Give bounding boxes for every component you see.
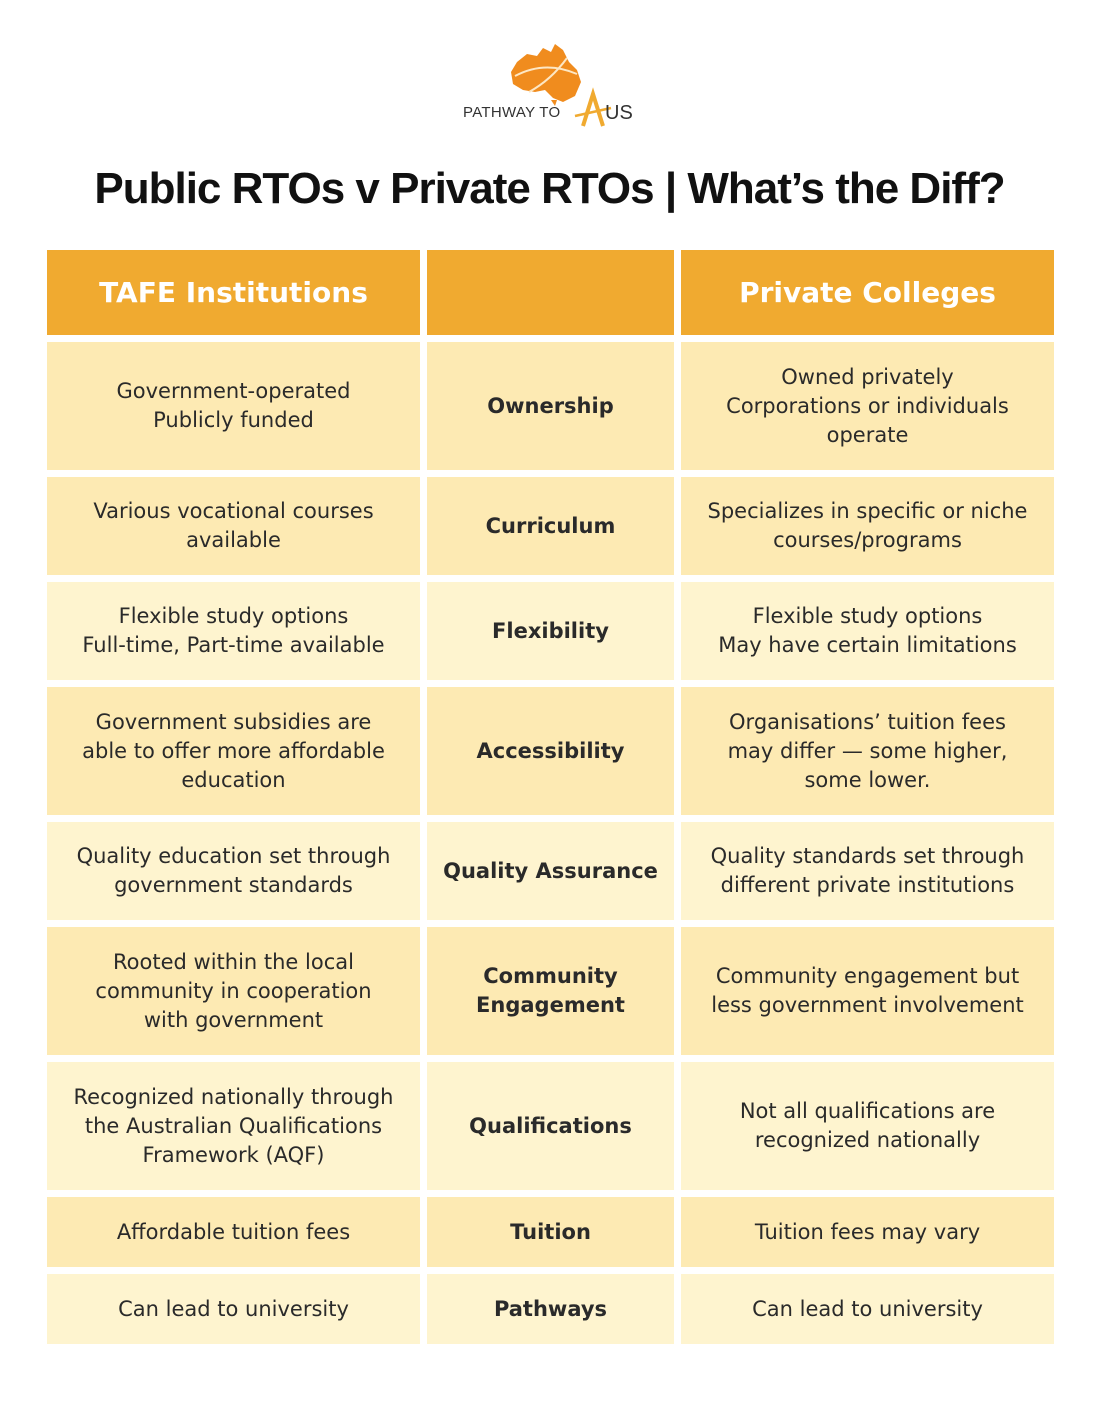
- criteria-qualifications: Qualifications: [427, 1062, 674, 1190]
- page-title: Public RTOs v Private RTOs | What’s the …: [94, 164, 1005, 213]
- private-cell-community-engagement: Community engagement but less government…: [681, 927, 1054, 1055]
- private-cell-curriculum: Specializes in specific or niche courses…: [681, 477, 1054, 575]
- tafe-cell-qualifications: Recognized nationally through the Austra…: [47, 1062, 420, 1190]
- tafe-cell-community-engagement: Rooted within the local community in coo…: [47, 927, 420, 1055]
- criteria-flexibility: Flexibility: [427, 582, 674, 680]
- tafe-cell-flexibility: Flexible study options Full-time, Part-t…: [47, 582, 420, 680]
- private-cell-quality-assurance: Quality standards set through different …: [681, 822, 1054, 920]
- tafe-cell-pathways: Can lead to university: [47, 1274, 420, 1344]
- private-cell-pathways: Can lead to university: [681, 1274, 1054, 1344]
- private-cell-accessibility: Organisations’ tuition fees may differ —…: [681, 687, 1054, 815]
- header-tafe: TAFE Institutions: [47, 250, 420, 335]
- australia-map-icon: [511, 44, 612, 127]
- header-criteria: [427, 250, 674, 335]
- private-cell-tuition: Tuition fees may vary: [681, 1197, 1054, 1267]
- tafe-cell-tuition: Affordable tuition fees: [47, 1197, 420, 1267]
- criteria-community-engagement: Community Engagement: [427, 927, 674, 1055]
- private-cell-ownership: Owned privately Corporations or individu…: [681, 342, 1054, 470]
- criteria-pathways: Pathways: [427, 1274, 674, 1344]
- criteria-accessibility: Accessibility: [427, 687, 674, 815]
- criteria-tuition: Tuition: [427, 1197, 674, 1267]
- private-cell-flexibility: Flexible study options May have certain …: [681, 582, 1054, 680]
- tafe-cell-accessibility: Government subsidies are able to offer m…: [47, 687, 420, 815]
- tafe-cell-quality-assurance: Quality education set through government…: [47, 822, 420, 920]
- criteria-ownership: Ownership: [427, 342, 674, 470]
- logo-text-us: US: [605, 102, 633, 124]
- logo: PATHWAY TO US: [455, 40, 645, 130]
- private-cell-qualifications: Not all qualifications are recognized na…: [681, 1062, 1054, 1190]
- criteria-curriculum: Curriculum: [427, 477, 674, 575]
- tafe-cell-ownership: Government-operated Publicly funded: [47, 342, 420, 470]
- header-private: Private Colleges: [681, 250, 1054, 335]
- criteria-quality-assurance: Quality Assurance: [427, 822, 674, 920]
- comparison-table: TAFE Institutions Private Colleges Gover…: [47, 250, 1054, 1344]
- logo-text: PATHWAY TO: [463, 104, 561, 121]
- tafe-cell-curriculum: Various vocational courses available: [47, 477, 420, 575]
